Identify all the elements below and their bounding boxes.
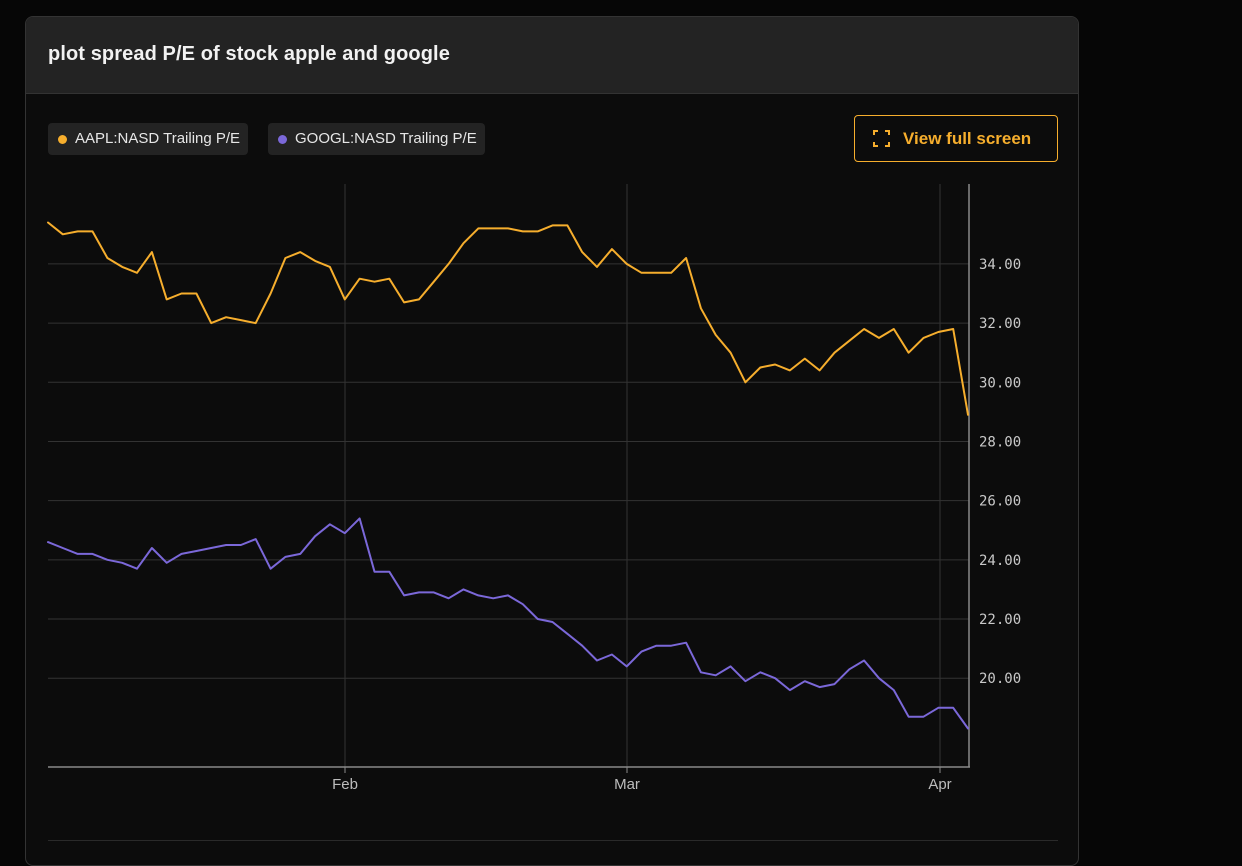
bottom-divider [48,840,1058,841]
series-layer [47,221,969,730]
x-gridlines [344,184,941,767]
y-tick-label: 30.00 [979,375,1021,391]
y-tick-label: 22.00 [979,612,1021,628]
chart-panel: plot spread P/E of stock apple and googl… [25,16,1079,866]
x-tick-label: Apr [928,776,951,793]
view-full-screen-button[interactable]: View full screen [854,115,1058,162]
panel-title: plot spread P/E of stock apple and googl… [48,43,450,65]
view-full-screen-label: View full screen [903,129,1032,148]
x-tick-label: Feb [332,776,358,793]
y-tick-label: 34.00 [979,257,1021,273]
fullscreen-icon [873,130,890,147]
legend-item-aapl[interactable]: AAPL:NASD Trailing P/E [48,123,249,155]
legend-item-googl[interactable]: GOOGL:NASD Trailing P/E [268,123,485,155]
y-gridlines [48,263,969,679]
panel-header: plot spread P/E of stock apple and googl… [26,17,1078,94]
y-tick-label: 32.00 [979,316,1021,332]
series-line-aapl [47,221,969,416]
y-tick-label: 26.00 [979,494,1021,510]
y-tick-label: 24.00 [979,553,1021,569]
y-tick-label: 20.00 [979,671,1021,687]
x-tick-label: Mar [614,776,640,793]
axes [48,184,970,768]
line-chart: 20.00 22.00 24.00 26.00 28.00 30.00 32.00 34.00… [47,184,1021,793]
series-line-googl [47,517,969,730]
y-tick-label: 28.00 [979,434,1021,450]
legend-label-googl: GOOGL:NASD Trailing P/E [295,130,477,147]
y-tick-labels: 20.00 22.00 24.00 26.00 28.00 30.00 32.00 34.00 [979,257,1021,687]
legend-dot-googl [278,135,287,144]
x-tick-labels: Feb Mar Apr [332,767,952,793]
legend-label-aapl: AAPL:NASD Trailing P/E [75,130,241,147]
legend-dot-aapl [58,135,67,144]
